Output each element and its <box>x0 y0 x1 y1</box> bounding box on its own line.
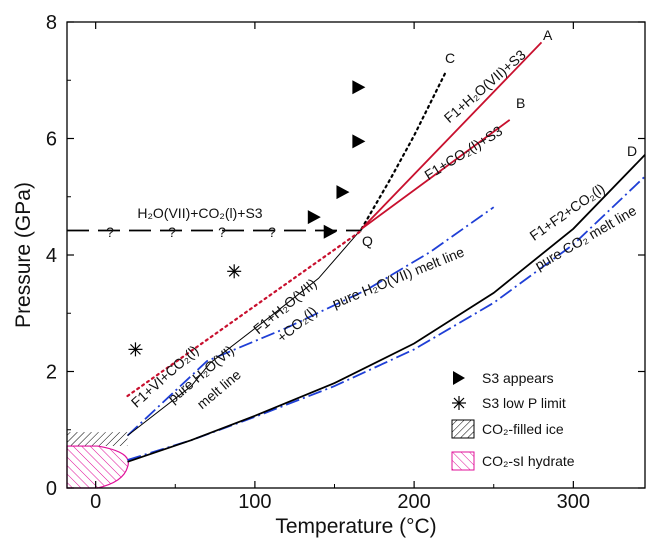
co2-si-hydrate-region <box>66 445 129 489</box>
point-label-q: Q <box>362 233 373 249</box>
legend-label-s3-low-p: S3 low P limit <box>482 395 566 411</box>
question-mark-4: ? <box>268 224 276 240</box>
legend-swatch-ice <box>451 419 475 439</box>
series-f1-co2-l-s3-b <box>361 119 511 230</box>
series-c <box>360 70 448 230</box>
series-pure-h2o-vii-melt-line <box>126 206 495 437</box>
s3-low-p-marker-1 <box>128 342 143 357</box>
label-co2-melt: pure CO₂ melt line <box>532 202 639 273</box>
point-label-b: B <box>516 95 525 111</box>
y-tick-label-0: 0 <box>46 478 57 500</box>
series-f1-f2-co2-l-d <box>127 154 646 463</box>
legend-label-ice: CO₂-filled ice <box>482 421 564 437</box>
x-axis-label: Temperature (°C) <box>275 515 436 538</box>
tick-layer: 0 100 200 300 0 2 4 6 8 <box>46 12 645 513</box>
y-tick-label-4: 4 <box>46 245 57 267</box>
marker-layer <box>128 80 366 357</box>
y-tick-label-2: 2 <box>46 362 57 384</box>
legend-label-hydrate: CO₂-sI hydrate <box>482 453 575 469</box>
point-label-c: C <box>445 50 455 66</box>
x-tick-label-0: 0 <box>90 491 101 513</box>
y-axis-label: Pressure (GPa) <box>12 182 35 328</box>
point-label-d: D <box>627 143 637 159</box>
series-layer <box>67 41 646 463</box>
co2-filled-ice-region <box>67 432 128 447</box>
label-h2o7-co2-s3: H₂O(VII)+CO₂(l)+S3 <box>137 205 262 221</box>
legend-label-s3-appears: S3 appears <box>482 370 554 386</box>
legend-swatch-hydrate <box>451 451 475 471</box>
s3-appears-marker-1 <box>352 80 366 95</box>
s3-appears-marker-2 <box>352 134 366 149</box>
series-f1-h2o-vii-s3-a <box>360 41 543 230</box>
s3-appears-marker-5 <box>323 224 337 239</box>
y-tick-label-8: 8 <box>46 12 57 34</box>
legend: S3 appears S3 low P limit CO₂-filled ice… <box>451 370 575 471</box>
series-low-p-extension <box>126 229 363 398</box>
s3-low-p-marker-2 <box>227 264 242 279</box>
x-tick-label-200: 200 <box>397 491 430 513</box>
label-h2o7-melt: pure H₂O(VII) melt line <box>330 243 467 311</box>
question-mark-3: ? <box>218 224 226 240</box>
x-tick-label-100: 100 <box>238 491 271 513</box>
s3-appears-marker-4 <box>307 210 321 225</box>
question-mark-2: ? <box>168 224 176 240</box>
question-mark-1: ? <box>106 224 114 240</box>
legend-marker-s3-appears <box>453 371 465 385</box>
x-tick-label-300: 300 <box>557 491 590 513</box>
series-f1-vi-co2-l-f1-h2o-vii-co2-l <box>127 228 362 436</box>
y-tick-label-6: 6 <box>46 129 57 151</box>
s3-appears-marker-3 <box>336 185 350 200</box>
point-label-a: A <box>543 27 553 43</box>
legend-marker-s3-low-p <box>452 396 466 410</box>
